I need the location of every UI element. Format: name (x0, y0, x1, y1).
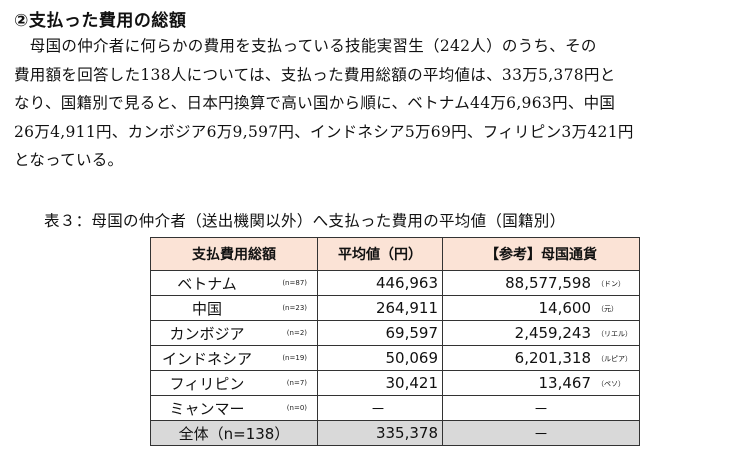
country-name: フィリピン (169, 374, 245, 393)
total-local-currency: － (442, 420, 640, 446)
sample-size: (n=87) (282, 279, 307, 287)
local-value: 88,577,598 (505, 274, 591, 292)
sample-size: (n=19) (282, 354, 307, 362)
currency-unit: （元） (597, 304, 618, 313)
local-currency-cell: 6,201,318 （ルピア） (442, 345, 640, 371)
body-paragraph: 母国の仲介者に何らかの費用を支払っている技能実習生（242人）のうち、その 費用… (14, 32, 738, 175)
paragraph-line: 26万4,911円、カンボジア6万9,597円、インドネシア5万69円、フィリピ… (14, 122, 634, 141)
sample-size: (n=7) (286, 379, 307, 387)
average-yen: － (317, 395, 443, 421)
paragraph-line: となっている。 (14, 151, 124, 169)
local-value: 14,600 (538, 299, 592, 317)
average-yen: 69,597 (317, 320, 443, 346)
header-average: 平均値（円） (317, 237, 443, 271)
currency-unit: （ペソ） (597, 379, 625, 388)
sample-size: (n=23) (282, 304, 307, 312)
country-cell: ミャンマー (n=0) (150, 395, 318, 421)
country-cell: インドネシア (n=19) (150, 345, 318, 371)
average-yen: 50,069 (317, 345, 443, 371)
country-cell: 中国 (n=23) (150, 295, 318, 321)
local-currency-cell: － (442, 395, 640, 421)
cost-table: 支払費用総額 平均値（円） 【参考】母国通貨 ベトナム (n=87) 446,96… (150, 237, 640, 446)
table-row: 中国 (n=23) 264,911 14,600 （元） (150, 295, 640, 321)
local-value: － (533, 399, 549, 418)
country-name: ミャンマー (169, 399, 245, 418)
table-caption: 表３：母国の仲介者（送出機関以外）へ支払った費用の平均値（国籍別） (44, 212, 566, 230)
currency-unit: （リエル） (597, 329, 632, 338)
country-name: ベトナム (177, 274, 237, 293)
table-total-row: 全体（n=138） 335,378 － (150, 420, 640, 446)
country-name: カンボジア (169, 324, 245, 343)
currency-unit: （ルピア） (597, 354, 632, 363)
paragraph-line: 費用額を回答した138人については、支払った費用総額の平均値は、33万5,378… (14, 65, 616, 84)
local-value: 13,467 (538, 374, 592, 392)
header-country: 支払費用総額 (150, 237, 318, 271)
average-yen: 264,911 (317, 295, 443, 321)
table-row: フィリピン (n=7) 30,421 13,467 （ペソ） (150, 370, 640, 396)
table-row: ベトナム (n=87) 446,963 88,577,598 （ドン） (150, 270, 640, 296)
local-currency-cell: 14,600 （元） (442, 295, 640, 321)
table-row: カンボジア (n=2) 69,597 2,459,243 （リエル） (150, 320, 640, 346)
country-cell: カンボジア (n=2) (150, 320, 318, 346)
currency-unit: （ドン） (597, 279, 625, 288)
total-label: 全体（n=138） (150, 420, 318, 446)
local-value: 6,201,318 (514, 349, 591, 367)
local-currency-cell: 2,459,243 （リエル） (442, 320, 640, 346)
country-name: 中国 (191, 299, 222, 318)
country-cell: フィリピン (n=7) (150, 370, 318, 396)
table-row: インドネシア (n=19) 50,069 6,201,318 （ルピア） (150, 345, 640, 371)
header-local-currency: 【参考】母国通貨 (442, 237, 640, 271)
total-average-yen: 335,378 (317, 420, 443, 446)
sample-size: (n=0) (286, 404, 307, 412)
table-header-row: 支払費用総額 平均値（円） 【参考】母国通貨 (150, 237, 640, 271)
table-row: ミャンマー (n=0) － － (150, 395, 640, 421)
country-cell: ベトナム (n=87) (150, 270, 318, 296)
sample-size: (n=2) (286, 329, 307, 337)
paragraph-line: 母国の仲介者に何らかの費用を支払っている技能実習生（242人）のうち、その (14, 37, 597, 55)
average-yen: 30,421 (317, 370, 443, 396)
paragraph-line: なり、国籍別で見ると、日本円換算で高い国から順に、ベトナム44万6,963円、中… (14, 94, 616, 112)
local-currency-cell: 13,467 （ペソ） (442, 370, 640, 396)
local-currency-cell: 88,577,598 （ドン） (442, 270, 640, 296)
local-value: 2,459,243 (514, 324, 591, 342)
country-name: インドネシア (161, 349, 252, 368)
section-heading: ②支払った費用の総額 (14, 11, 187, 31)
average-yen: 446,963 (317, 270, 443, 296)
